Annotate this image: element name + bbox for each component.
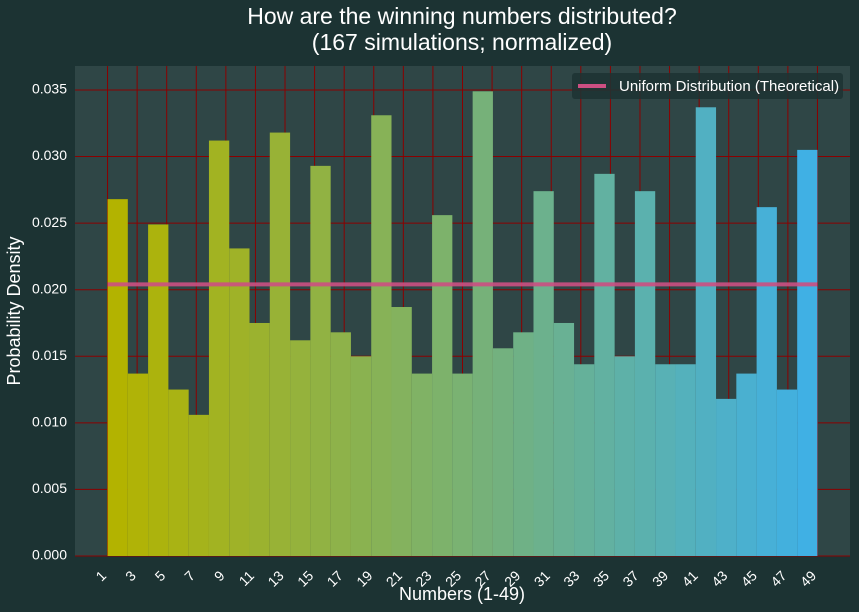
bar [127, 373, 149, 556]
y-tick-label: 0.000 [32, 547, 67, 563]
chart-title: How are the winning numbers distributed? [247, 3, 677, 29]
y-tick-label: 0.005 [32, 480, 67, 496]
bar [553, 322, 575, 556]
bar [269, 132, 291, 556]
bar [614, 356, 635, 556]
y-tick-label: 0.010 [32, 414, 67, 430]
bar [655, 364, 676, 556]
bar [695, 107, 717, 557]
bar [797, 149, 818, 556]
bar [168, 389, 189, 556]
x-axis-label: Numbers (1-49) [399, 584, 525, 604]
bar [736, 373, 757, 556]
bar [107, 199, 128, 557]
bar [513, 332, 534, 556]
legend-label: Uniform Distribution (Theoretical) [619, 78, 839, 95]
bar [371, 115, 392, 557]
bar [391, 307, 412, 556]
bar [350, 356, 372, 556]
y-tick-label: 0.025 [32, 214, 67, 230]
bar [229, 248, 250, 557]
bar [472, 91, 493, 556]
bar [148, 224, 169, 556]
bar [574, 364, 595, 556]
y-tick-label: 0.015 [32, 347, 67, 363]
y-tick-label: 0.030 [32, 147, 67, 163]
bar [208, 140, 230, 556]
bar [594, 173, 615, 556]
bar [188, 414, 209, 556]
bar [634, 191, 656, 557]
bar [533, 191, 554, 557]
chart-subtitle: (167 simulations; normalized) [312, 29, 612, 55]
bar [310, 165, 331, 556]
bar [492, 348, 514, 556]
bar [432, 215, 453, 556]
legend-box [572, 73, 843, 99]
bar [411, 373, 433, 556]
bar [716, 398, 737, 556]
y-tick-label: 0.020 [32, 280, 67, 296]
bar [290, 340, 311, 556]
y-axis-label: Probability Density [4, 236, 24, 385]
bar [330, 332, 351, 556]
bar [249, 322, 270, 556]
bar [675, 364, 696, 556]
bar [776, 389, 798, 556]
bar [756, 207, 777, 557]
y-tick-label: 0.035 [32, 81, 67, 97]
bar [452, 373, 473, 556]
